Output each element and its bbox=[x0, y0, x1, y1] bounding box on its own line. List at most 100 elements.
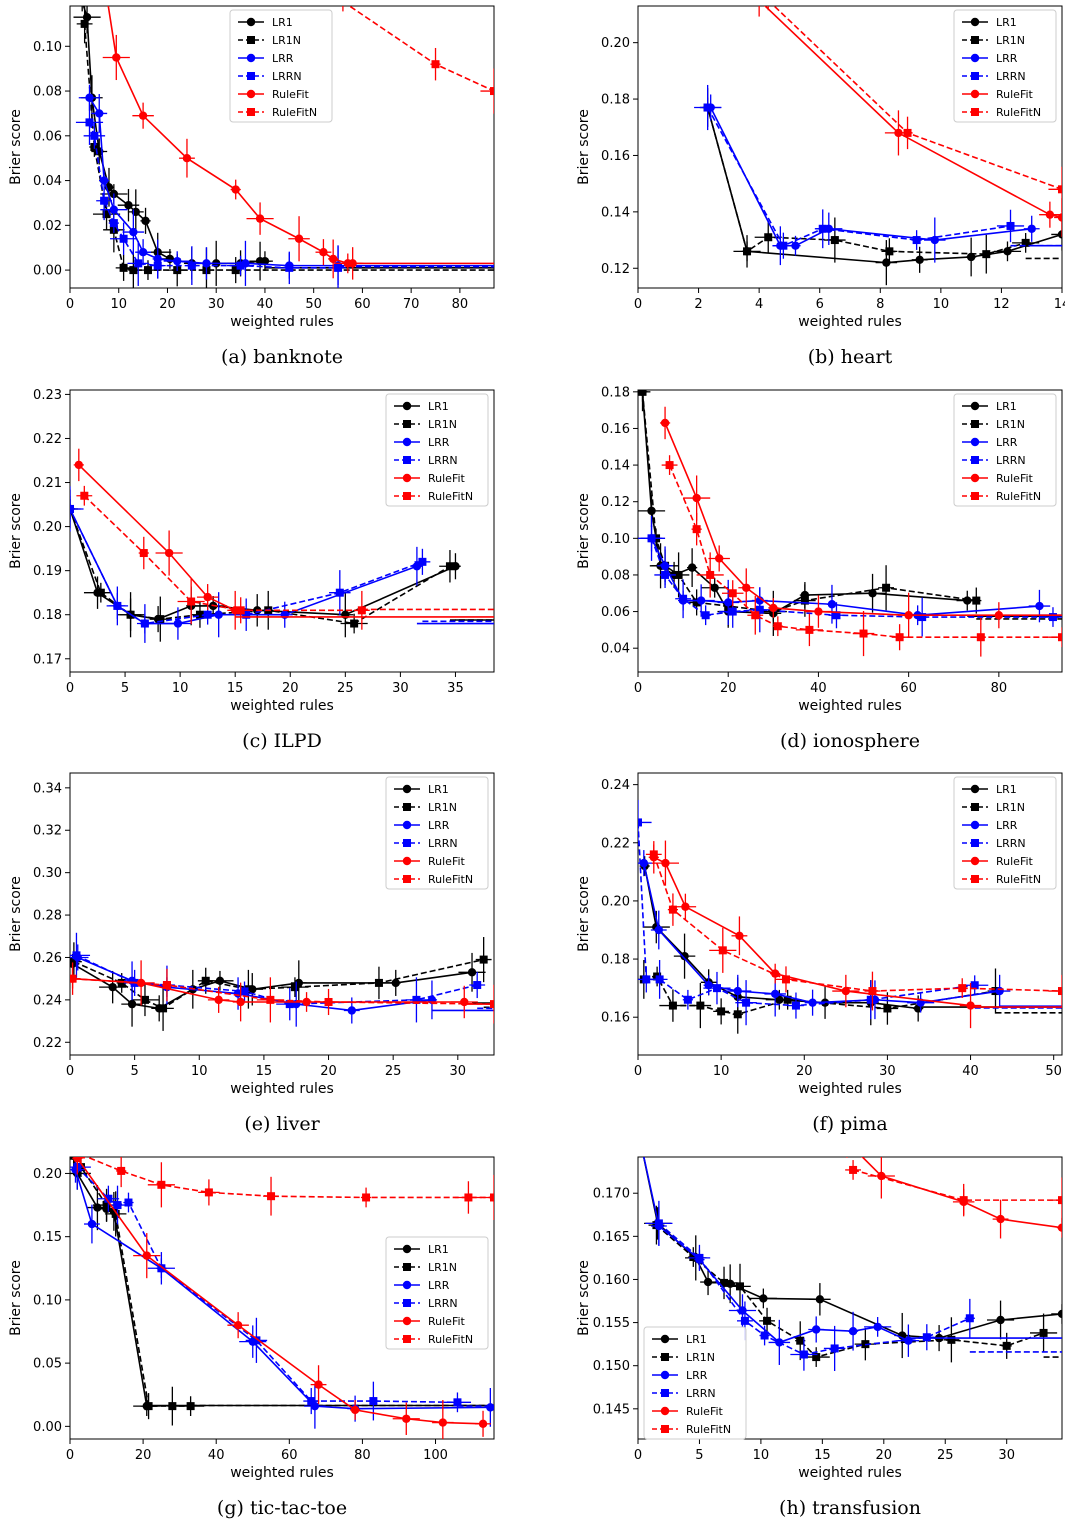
data-point bbox=[883, 1004, 892, 1013]
legend-label: LR1 bbox=[996, 400, 1017, 413]
figure-caption: (c) ILPD bbox=[242, 730, 322, 752]
data-point bbox=[976, 633, 985, 642]
data-point bbox=[80, 19, 89, 28]
legend-marker bbox=[971, 803, 979, 811]
data-point bbox=[168, 1402, 177, 1411]
y-tick-label: 0.145 bbox=[593, 1402, 630, 1417]
y-tick-label: 0.18 bbox=[601, 385, 630, 400]
data-point bbox=[214, 995, 223, 1005]
y-tick-label: 0.06 bbox=[601, 605, 630, 620]
plot-frame bbox=[637, 5, 1063, 289]
data-point bbox=[959, 1196, 968, 1205]
series-line bbox=[650, 538, 1053, 618]
legend-marker bbox=[971, 36, 979, 44]
data-point bbox=[814, 607, 823, 616]
data-point bbox=[1003, 247, 1012, 256]
x-tick-label: 25 bbox=[937, 1448, 954, 1463]
legend: LR1 LR1N LRR LRRN RuleFit RuleFitN bbox=[953, 393, 1057, 507]
series-rulefit bbox=[72, 1157, 491, 1439]
data-point bbox=[102, 210, 111, 219]
plot-frame bbox=[637, 1156, 1063, 1440]
legend-label: RuleFitN bbox=[272, 106, 317, 119]
data-point bbox=[162, 981, 171, 990]
data-point bbox=[201, 976, 210, 985]
legend-marker bbox=[661, 1353, 669, 1361]
data-point bbox=[173, 256, 182, 266]
y-axis-label: Brier score bbox=[8, 1260, 24, 1336]
x-tick-label: 20 bbox=[159, 297, 176, 312]
data-point bbox=[242, 610, 251, 619]
data-point bbox=[894, 128, 903, 138]
data-point bbox=[285, 263, 294, 272]
legend-label: LRR bbox=[686, 1369, 708, 1382]
x-tick-label: 100 bbox=[423, 1448, 448, 1463]
x-tick-label: 6 bbox=[816, 297, 824, 312]
x-axis-label: weighted rules bbox=[230, 1465, 334, 1481]
data-point bbox=[109, 205, 119, 214]
data-point bbox=[195, 610, 204, 619]
plot-frame bbox=[637, 389, 1063, 673]
x-axis-label: weighted rules bbox=[798, 1465, 902, 1481]
data-point bbox=[76, 1157, 85, 1159]
y-tick-label: 0.24 bbox=[33, 993, 62, 1008]
legend-marker bbox=[247, 72, 255, 80]
series-rulefit bbox=[659, 406, 1062, 638]
legend-label: RuleFitN bbox=[996, 873, 1041, 886]
data-point bbox=[78, 0, 86, 6]
x-tick-label: 5 bbox=[130, 1064, 138, 1079]
data-point bbox=[903, 128, 912, 137]
data-point bbox=[696, 1001, 705, 1010]
x-tick-label: 10 bbox=[191, 1064, 208, 1079]
legend-marker bbox=[402, 1316, 412, 1326]
y-tick-label: 0.04 bbox=[601, 642, 630, 657]
data-point bbox=[357, 606, 366, 615]
data-point bbox=[689, 1253, 698, 1262]
x-tick-label: 5 bbox=[695, 1448, 703, 1463]
legend-marker bbox=[971, 72, 979, 80]
data-point bbox=[751, 611, 760, 620]
chart-panel-c: 0 5 10 15 20 25 30 35 0.17 0.18 0.19 0.20 0.21 0.22 0.… bbox=[0, 388, 532, 770]
legend-marker bbox=[246, 89, 256, 99]
x-tick-label: 15 bbox=[227, 681, 244, 696]
x-tick-label: 30 bbox=[392, 681, 409, 696]
data-point bbox=[99, 176, 109, 185]
data-point bbox=[982, 250, 991, 259]
series-line bbox=[641, 391, 968, 615]
data-point bbox=[895, 633, 904, 642]
data-point bbox=[1006, 221, 1015, 230]
x-tick-label: 40 bbox=[257, 297, 274, 312]
data-point bbox=[350, 1405, 360, 1415]
y-tick-label: 0.22 bbox=[601, 836, 630, 851]
data-point bbox=[779, 241, 788, 250]
x-tick-label: 0 bbox=[66, 1064, 74, 1079]
series-lr1 bbox=[642, 1157, 1062, 1359]
figure-caption: (f) pima bbox=[812, 1113, 888, 1135]
legend-label: LR1N bbox=[996, 418, 1025, 431]
legend-label: LR1 bbox=[996, 783, 1017, 796]
data-point bbox=[947, 1335, 956, 1344]
y-tick-label: 0.34 bbox=[33, 781, 62, 796]
series-line bbox=[861, 1157, 1062, 1229]
legend-label: RuleFit bbox=[428, 472, 466, 485]
x-tick-label: 0 bbox=[66, 297, 74, 312]
x-tick-label: 40 bbox=[208, 1448, 225, 1463]
y-tick-label: 0.155 bbox=[593, 1316, 630, 1331]
legend-label: LRRN bbox=[996, 454, 1026, 467]
data-point bbox=[687, 563, 697, 572]
data-point bbox=[159, 1004, 168, 1013]
legend-marker bbox=[402, 1244, 412, 1254]
x-tick-label: 20 bbox=[282, 681, 299, 696]
data-point bbox=[290, 983, 299, 992]
data-point bbox=[119, 263, 128, 272]
plot-frame bbox=[69, 1156, 495, 1440]
data-point bbox=[307, 1397, 316, 1406]
legend-marker bbox=[402, 820, 412, 830]
legend-label: LRRN bbox=[428, 454, 458, 467]
chart-svg: 0 10 20 30 40 50 60 70 80 0.00 0.02 0.04 0.06 0.08 0.1… bbox=[8, 5, 495, 330]
data-point bbox=[328, 254, 338, 264]
y-tick-label: 0.150 bbox=[593, 1359, 630, 1374]
data-point bbox=[799, 1350, 808, 1359]
data-point bbox=[642, 975, 651, 984]
data-point bbox=[970, 981, 979, 990]
series-line bbox=[763, 6, 1062, 219]
